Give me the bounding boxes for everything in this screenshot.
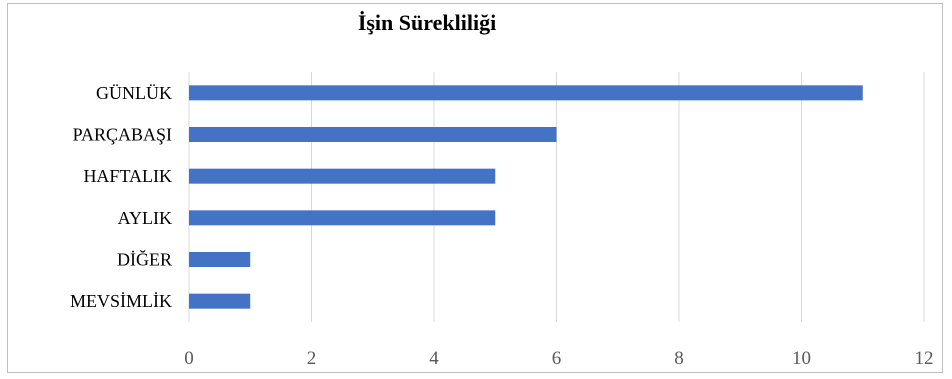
bars <box>189 85 863 309</box>
x-tick-labels: 0 2 4 6 8 10 12 <box>184 348 933 369</box>
chart-frame: İşin Sürekliliği <box>7 3 943 373</box>
x-tick-label: 6 <box>552 348 562 369</box>
category-label: DİĞER <box>117 249 172 270</box>
category-labels: GÜNLÜK PARÇABAŞI HAFTALIK AYLIK DİĞER MEVSİML… <box>70 83 172 311</box>
category-label: MEVSİMLİK <box>70 291 172 311</box>
x-tick-label: 2 <box>307 348 317 369</box>
x-tick-label: 4 <box>429 348 439 369</box>
x-tick-label: 8 <box>674 348 684 369</box>
bar <box>189 127 557 142</box>
category-label: GÜNLÜK <box>96 83 172 103</box>
category-label: AYLIK <box>118 208 172 228</box>
x-tick-label: 0 <box>184 348 194 369</box>
category-label: PARÇABAŞI <box>73 125 172 145</box>
bar <box>189 210 496 226</box>
x-tick-label: 10 <box>792 348 811 369</box>
gridlines <box>188 72 925 322</box>
category-label: HAFTALIK <box>83 166 172 186</box>
bar <box>189 252 251 267</box>
x-tick-label: 12 <box>915 348 934 369</box>
chart-title: İşin Sürekliliği <box>357 10 497 35</box>
bar <box>189 293 251 309</box>
bar <box>189 85 863 101</box>
bar <box>189 168 496 184</box>
